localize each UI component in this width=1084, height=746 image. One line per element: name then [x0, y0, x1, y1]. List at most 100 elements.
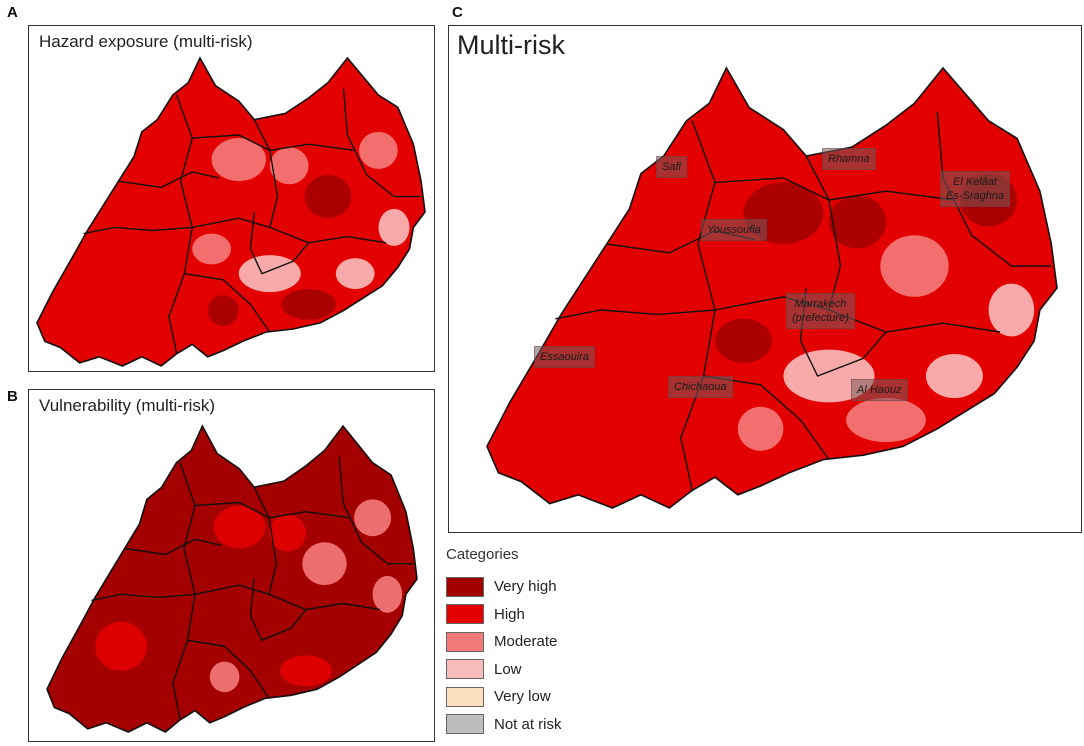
commune-patch: [359, 131, 398, 169]
region-outline: [46, 424, 418, 733]
commune-patch: [211, 138, 266, 182]
province-boundary: [805, 155, 842, 311]
legend-swatch: [446, 604, 484, 625]
legend-swatch: [446, 659, 484, 680]
legend-swatch: [446, 714, 484, 735]
commune-patch: [715, 318, 772, 363]
province-boundary: [249, 211, 310, 275]
legend-item-low: Low: [446, 656, 646, 684]
panel-b-region-map: [46, 424, 418, 733]
commune-patch: [372, 575, 403, 613]
legend-label: Low: [494, 660, 522, 678]
commune-patch: [213, 505, 266, 549]
label-safi: Safi: [656, 156, 687, 178]
panel-c-province-shapes: [486, 66, 1058, 509]
province-boundary: [91, 593, 196, 602]
commune-patch: [209, 661, 240, 693]
commune-patch: [281, 289, 336, 320]
province-boundary: [714, 296, 1001, 333]
commune-patch: [302, 542, 347, 586]
legend: Categories Very high High Moderate Low V…: [446, 546, 646, 738]
province-boundary: [936, 111, 1052, 267]
commune-patch: [239, 621, 299, 659]
legend-swatch: [446, 631, 484, 652]
legend-item-very-high: Very high: [446, 573, 646, 601]
province-boundary: [83, 226, 193, 235]
commune-patch: [117, 680, 162, 711]
panel-c-map: Multi-risk Safi Rhamna El Kelâat Es-Srag…: [448, 25, 1082, 533]
province-boundary: [253, 486, 278, 595]
panel-a-letter: A: [7, 4, 18, 21]
commune-patch: [207, 295, 239, 326]
label-el-kelaat: El Kelâat Es-Sraghna: [940, 171, 1011, 207]
panel-b-letter: B: [7, 388, 18, 405]
province-boundary: [194, 584, 381, 611]
panel-a-province-shapes: [36, 56, 426, 367]
region-outline: [36, 56, 426, 367]
commune-patch: [110, 313, 158, 345]
commune-patch: [829, 195, 886, 249]
commune-patch: [612, 134, 704, 222]
panel-c-title: Multi-risk: [457, 30, 565, 60]
commune-patch: [304, 175, 352, 219]
commune-patch: [880, 235, 949, 297]
label-essaouira: Essaouira: [534, 346, 595, 368]
panel-c-region-map: [486, 66, 1058, 509]
province-boundary: [118, 171, 220, 189]
region-patches: [56, 104, 410, 345]
commune-patch: [87, 255, 142, 305]
commune-patch: [192, 233, 232, 265]
province-boundary: [555, 309, 716, 320]
legend-item-not-at-risk: Not at risk: [446, 711, 646, 739]
commune-patch: [354, 499, 392, 537]
legend-item-very-low: Very low: [446, 683, 646, 711]
legend-label: Not at risk: [494, 715, 562, 733]
panel-b-map: Vulnerability (multi-risk): [28, 389, 435, 742]
commune-patch: [195, 600, 232, 631]
legend-label: Very low: [494, 688, 551, 706]
legend-item-moderate: Moderate: [446, 628, 646, 656]
panel-a-region-map: [36, 56, 426, 367]
commune-patch: [515, 402, 573, 438]
commune-patch: [925, 354, 983, 398]
label-chichaoua: Chichaoua: [668, 376, 733, 398]
commune-patch: [269, 147, 309, 185]
province-boundary: [124, 538, 222, 556]
province-boundary: [253, 119, 279, 228]
commune-patch: [378, 208, 410, 246]
province-boundary: [249, 578, 307, 642]
commune-patch: [122, 104, 185, 166]
commune-patch: [65, 658, 103, 683]
province-boundary: [192, 217, 387, 244]
label-al-haouz: Al Haouz: [851, 379, 908, 401]
province-boundary: [184, 272, 271, 333]
province-boundary: [338, 456, 414, 565]
label-rhamna: Rhamna: [822, 148, 876, 170]
commune-patch: [56, 292, 96, 317]
commune-patch: [269, 514, 306, 552]
legend-label: Moderate: [494, 633, 558, 651]
commune-patch: [988, 283, 1035, 337]
province-boundary: [342, 88, 422, 198]
label-youssoufia: Youssoufia: [701, 219, 767, 241]
province-boundary: [187, 639, 270, 699]
label-marrakech: Marrakech (prefecture): [786, 293, 855, 329]
legend-title: Categories: [446, 546, 519, 563]
commune-patch: [238, 255, 301, 293]
commune-patch: [95, 621, 147, 671]
panel-a-map: Hazard exposure (multi-risk): [28, 25, 435, 372]
commune-patch: [280, 655, 332, 687]
legend-swatch: [446, 686, 484, 707]
legend-label: High: [494, 605, 525, 623]
legend-swatch: [446, 576, 484, 597]
panel-b-province-shapes: [46, 424, 418, 733]
commune-patch: [335, 258, 375, 289]
commune-patch: [128, 471, 188, 534]
commune-patch: [595, 433, 664, 478]
legend-label: Very high: [494, 578, 557, 596]
panel-b-title: Vulnerability (multi-risk): [39, 396, 216, 415]
panel-c-letter: C: [452, 4, 463, 21]
legend-item-high: High: [446, 601, 646, 629]
commune-patch: [846, 398, 926, 442]
commune-patch: [331, 624, 369, 656]
